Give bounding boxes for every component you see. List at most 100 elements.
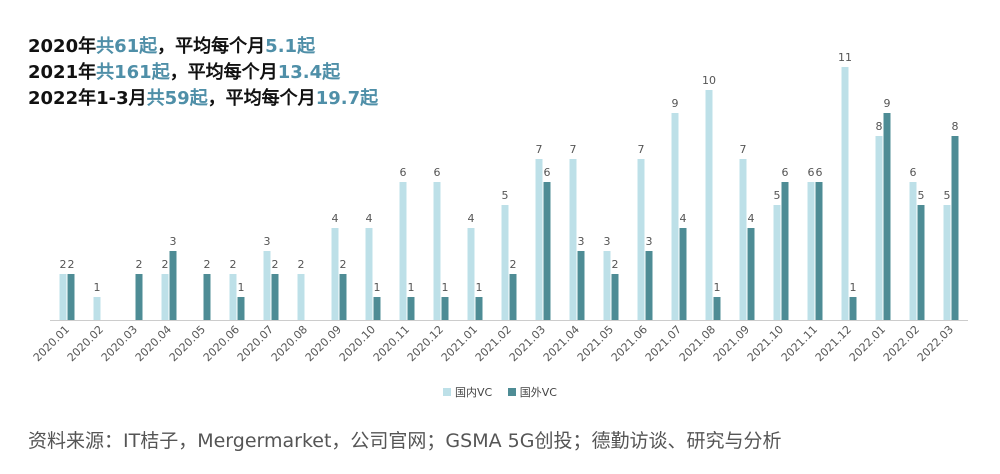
x-tick-label: 2022.02	[881, 323, 922, 364]
bar-domestic	[637, 159, 645, 320]
bar-domestic	[739, 159, 747, 320]
x-tick-label: 2020.09	[303, 323, 344, 364]
bar-chart: 2 22020.0112020.0222020.03232020.0422020.…	[31, 51, 968, 364]
legend-swatch-foreign	[507, 388, 516, 396]
x-tick-label: 2020.12	[405, 323, 446, 364]
data-label-foreign: 2	[340, 258, 347, 271]
data-label-foreign: 2	[136, 258, 143, 271]
data-label-foreign: 2	[68, 258, 75, 271]
data-label-foreign: 2	[510, 258, 517, 271]
summary-prefix: 共	[96, 36, 115, 57]
bar-domestic	[671, 113, 679, 320]
x-tick-label: 2021.04	[541, 323, 582, 364]
bar-domestic	[399, 182, 407, 320]
data-label-domestic: 6	[808, 166, 815, 179]
bar-domestic	[263, 251, 271, 320]
x-tick-label: 2021.10	[745, 323, 786, 364]
bar-domestic	[59, 274, 67, 320]
bar-domestic	[569, 159, 577, 320]
x-tick-label: 2020.04	[133, 323, 174, 364]
bar-foreign	[169, 251, 177, 320]
data-label-domestic: 4	[332, 212, 339, 225]
data-label-domestic: 2	[162, 258, 169, 271]
summary-year: 2020年	[28, 36, 97, 57]
bar-domestic	[433, 182, 441, 320]
bar-foreign	[407, 297, 415, 320]
x-tick-label: 2020.03	[99, 323, 140, 364]
x-tick-label: 2020.06	[201, 323, 242, 364]
bar-foreign	[611, 274, 619, 320]
data-label-foreign: 6	[544, 166, 551, 179]
summary-mid: ，平均每个月	[207, 88, 316, 109]
bar-domestic	[161, 274, 169, 320]
bar-foreign	[815, 182, 823, 320]
data-label-domestic: 4	[366, 212, 373, 225]
data-label-domestic: 1	[94, 281, 101, 294]
data-label-domestic: 6	[910, 166, 917, 179]
x-tick-label: 2021.07	[643, 323, 684, 364]
x-tick-label: 2021.12	[813, 323, 854, 364]
data-label-domestic: 9	[672, 97, 679, 110]
data-label-foreign: 6	[782, 166, 789, 179]
data-label-foreign: 4	[748, 212, 755, 225]
data-label-foreign: 3	[170, 235, 177, 248]
summary-avg: 13.4	[277, 62, 323, 83]
data-label-foreign: 1	[374, 281, 381, 294]
x-tick-label: 2020.08	[269, 323, 310, 364]
summary-prefix: 共	[96, 62, 115, 83]
summary-mid: ，平均每个月	[157, 36, 266, 57]
data-label-foreign: 2	[612, 258, 619, 271]
bar-foreign	[849, 297, 857, 320]
data-label-domestic: 8	[876, 120, 883, 133]
bar-foreign	[135, 274, 143, 320]
x-tick-label: 2021.01	[439, 323, 480, 364]
bar-foreign	[917, 205, 925, 320]
bar-foreign	[67, 274, 75, 320]
summary-block: 2020年共61起，平均每个月5.1起 2021年共161起，平均每个月13.4…	[28, 34, 378, 112]
bar-foreign	[883, 113, 891, 320]
bar-domestic	[229, 274, 237, 320]
bar-foreign	[951, 136, 959, 320]
summary-tail: 起	[322, 62, 341, 83]
data-label-foreign: 2	[272, 258, 279, 271]
bar-domestic	[705, 90, 713, 320]
bar-domestic	[467, 228, 475, 320]
summary-count: 59	[164, 88, 190, 109]
x-tick-label: 2021.09	[711, 323, 752, 364]
source-note: 资料来源：IT桔子，Mergermarket，公司官网；GSMA 5G创投；德勤…	[28, 430, 782, 452]
legend-swatch-domestic	[443, 388, 452, 396]
data-label-foreign: 1	[238, 281, 245, 294]
bar-domestic	[773, 205, 781, 320]
x-tick-label: 2020.02	[65, 323, 106, 364]
data-label-domestic: 7	[536, 143, 543, 156]
summary-prefix: 共	[146, 88, 165, 109]
bar-foreign	[747, 228, 755, 320]
data-label-domestic: 2	[298, 258, 305, 271]
summary-avg: 19.7	[315, 88, 361, 109]
data-label-foreign: 1	[476, 281, 483, 294]
bar-foreign	[713, 297, 721, 320]
x-tick-label: 2021.03	[507, 323, 548, 364]
summary-unit: 起	[151, 62, 170, 83]
data-label-domestic: 7	[740, 143, 747, 156]
data-label-foreign: 9	[884, 97, 891, 110]
data-label-domestic: 5	[502, 189, 509, 202]
summary-tail: 起	[360, 88, 379, 109]
bar-foreign	[237, 297, 245, 320]
summary-count: 161	[114, 62, 152, 83]
x-tick-label: 2020.05	[167, 323, 208, 364]
summary-line-2020: 2020年共61起，平均每个月5.1起	[28, 34, 378, 60]
x-tick-label: 2022.01	[847, 323, 888, 364]
bar-foreign	[339, 274, 347, 320]
legend-item-foreign: 国外VC	[507, 384, 557, 400]
data-label-foreign: 1	[408, 281, 415, 294]
data-label-domestic: 7	[570, 143, 577, 156]
bar-foreign	[509, 274, 517, 320]
summary-count: 61	[114, 36, 140, 57]
bar-domestic	[943, 205, 951, 320]
legend-label-domestic: 国内VC	[455, 386, 493, 399]
data-label-foreign: 8	[952, 120, 959, 133]
data-label-domestic: 3	[604, 235, 611, 248]
bar-domestic	[535, 159, 543, 320]
x-tick-label: 2020.07	[235, 323, 276, 364]
